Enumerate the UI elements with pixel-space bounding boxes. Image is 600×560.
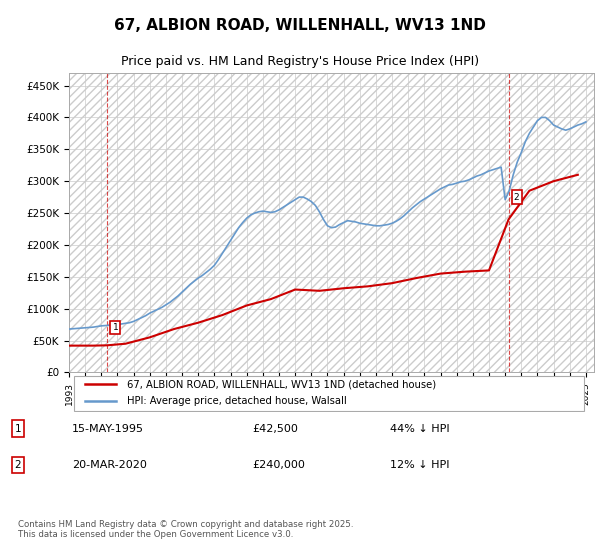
Text: 20-MAR-2020: 20-MAR-2020 bbox=[72, 460, 147, 470]
Text: HPI: Average price, detached house, Walsall: HPI: Average price, detached house, Wals… bbox=[127, 396, 347, 407]
Text: Price paid vs. HM Land Registry's House Price Index (HPI): Price paid vs. HM Land Registry's House … bbox=[121, 55, 479, 68]
Text: 44% ↓ HPI: 44% ↓ HPI bbox=[390, 423, 449, 433]
Text: £42,500: £42,500 bbox=[252, 423, 298, 433]
Text: 12% ↓ HPI: 12% ↓ HPI bbox=[390, 460, 449, 470]
Text: 2: 2 bbox=[514, 193, 520, 202]
Text: 2: 2 bbox=[14, 460, 22, 470]
Text: 67, ALBION ROAD, WILLENHALL, WV13 1ND: 67, ALBION ROAD, WILLENHALL, WV13 1ND bbox=[114, 18, 486, 33]
Text: 15-MAY-1995: 15-MAY-1995 bbox=[72, 423, 144, 433]
Text: £240,000: £240,000 bbox=[252, 460, 305, 470]
Text: 1: 1 bbox=[112, 323, 118, 332]
Text: Contains HM Land Registry data © Crown copyright and database right 2025.
This d: Contains HM Land Registry data © Crown c… bbox=[18, 520, 353, 539]
Text: 67, ALBION ROAD, WILLENHALL, WV13 1ND (detached house): 67, ALBION ROAD, WILLENHALL, WV13 1ND (d… bbox=[127, 379, 436, 389]
FancyBboxPatch shape bbox=[74, 376, 583, 411]
Text: 1: 1 bbox=[14, 423, 22, 433]
